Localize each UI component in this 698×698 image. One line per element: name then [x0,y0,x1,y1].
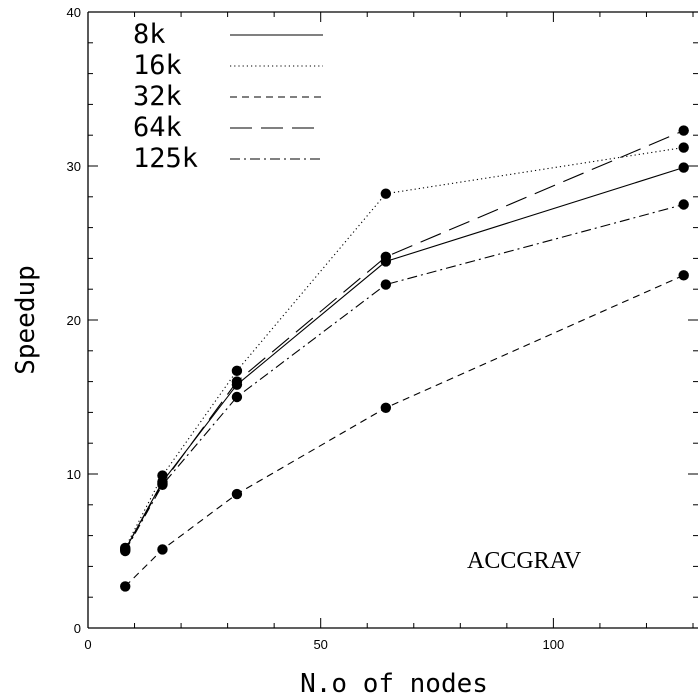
data-point-125k [120,545,131,557]
legend-label-64k: 64k [133,112,182,143]
y-axis-title: Speedup [11,265,41,375]
series-group [120,125,689,592]
data-point-16k [678,142,689,153]
x-tick-label: 50 [313,637,327,652]
data-point-32k [157,544,168,555]
y-tick-label: 40 [67,5,81,20]
data-point-125k [231,391,243,403]
x-axis-title: N.o of nodes [300,669,488,698]
data-point-64k [231,376,243,387]
data-point-16k [157,470,168,481]
data-point-32k [678,270,689,281]
y-tick-label: 20 [67,313,81,328]
data-point-64k [678,125,689,136]
data-point-16k [380,188,392,199]
data-point-125k [157,479,168,490]
series-line-32k [124,274,684,587]
series-line-8k [124,166,684,550]
y-tick-label: 0 [74,621,81,636]
x-tick-label: 0 [84,637,91,652]
series-line-125k [124,203,684,552]
axes: 0 10 20 30 40 0 50 100 [67,5,698,652]
legend-label-125k: 125k [133,143,198,174]
data-point-32k [380,402,392,413]
legend-label-8k: 8k [133,19,166,50]
data-point-125k [380,279,392,290]
series-line-16k [124,146,684,549]
data-point-64k [380,251,392,263]
data-point-32k [120,581,131,592]
data-point-16k [231,365,243,377]
data-point-32k [231,488,243,500]
legend-label-16k: 16k [133,50,182,81]
data-point-125k [678,199,689,210]
y-tick-label: 30 [67,159,81,174]
y-tick-label: 10 [67,467,81,482]
x-tick-label: 100 [543,637,565,652]
legend-label-32k: 32k [133,81,182,112]
chart-annotation: ACCGRAV [467,548,582,574]
data-point-8k [678,162,689,173]
